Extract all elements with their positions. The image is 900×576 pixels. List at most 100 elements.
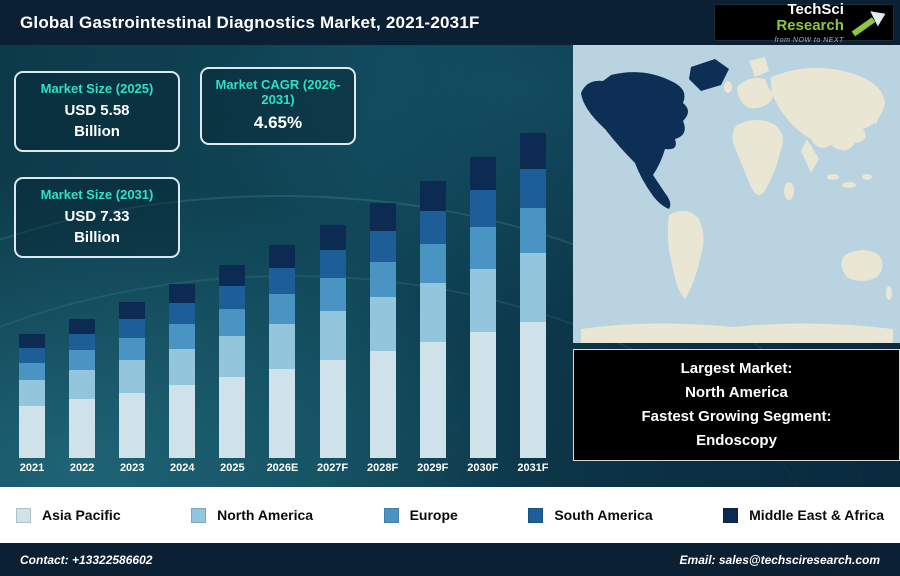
bar-segment-asia-pacific — [469, 331, 496, 458]
bar-column-2022: 2022 — [60, 318, 104, 477]
legend-label: Asia Pacific — [42, 507, 121, 523]
logo-text: TechSci Research from NOW to NEXT — [725, 2, 844, 44]
bar-stack — [269, 245, 296, 458]
info-line: North America — [685, 384, 788, 401]
bar-segment-north-america — [419, 283, 446, 342]
legend-swatch — [16, 507, 31, 523]
legend-item-south-america: South America — [528, 507, 653, 523]
stat-card-value: 4.65% — [253, 113, 303, 132]
bar-segment-asia-pacific — [19, 406, 45, 458]
chart-legend: Asia Pacific North America Europe South Ame… — [0, 487, 900, 543]
bar-segment-europe — [19, 362, 45, 381]
bar-segment-middle-east-africa — [219, 264, 246, 286]
bar-segment-middle-east-africa — [369, 202, 396, 231]
bar-stack — [169, 284, 196, 458]
bar-segment-south-america — [319, 250, 346, 279]
x-axis-label: 2021 — [19, 462, 45, 474]
stat-card-title: Market Size (2025) — [40, 81, 154, 96]
x-axis-label: 2022 — [69, 462, 95, 474]
legend-label: North America — [217, 507, 314, 523]
bar-segment-south-america — [519, 168, 546, 208]
bar-segment-middle-east-africa — [519, 133, 546, 169]
bar-segment-north-america — [469, 268, 496, 332]
logo-arrow-icon — [851, 10, 886, 36]
stat-card-unit: Billion — [74, 229, 120, 246]
stat-card-cagr: Market CAGR (2026-2031) 4.65% — [200, 67, 356, 145]
bar-stack — [419, 180, 446, 458]
x-axis-label: 2025 — [220, 462, 245, 474]
bar-stack — [119, 302, 146, 458]
stat-card-value: USD 7.33 — [64, 208, 130, 225]
map-south-america — [667, 210, 704, 299]
map-asia — [770, 67, 885, 151]
stat-card-unit: Billion — [74, 123, 120, 140]
bar-segment-south-america — [169, 303, 196, 325]
bar-segment-asia-pacific — [119, 392, 146, 458]
bar-segment-north-america — [269, 323, 296, 369]
bar-column-2024: 2024 — [160, 284, 204, 477]
bar-column-2023: 2023 — [110, 302, 154, 477]
bar-segment-middle-east-africa — [469, 157, 496, 191]
bar-segment-europe — [169, 324, 196, 349]
map-europe — [737, 78, 773, 109]
bar-segment-middle-east-africa — [19, 334, 45, 348]
info-line: Largest Market: — [680, 360, 793, 377]
stat-card-title: Market CAGR (2026-2031) — [215, 77, 341, 107]
x-axis-label: 2024 — [170, 462, 195, 474]
bar-segment-north-america — [519, 253, 546, 322]
map-uk — [724, 81, 732, 93]
page-title: Global Gastrointestinal Diagnostics Mark… — [20, 12, 480, 32]
bar-segment-asia-pacific — [69, 399, 96, 458]
highlight-info-box: Largest Market: North America Fastest Gr… — [573, 349, 900, 461]
legend-swatch — [383, 507, 399, 523]
bar-column-2021: 2021 — [10, 334, 54, 477]
bar-segment-europe — [269, 293, 296, 324]
bar-segment-europe — [369, 261, 396, 298]
legend-swatch — [723, 507, 739, 523]
x-axis-label: 2031F — [517, 462, 549, 474]
x-axis-label: 2027F — [316, 462, 349, 474]
map-island — [862, 174, 872, 180]
bar-segment-north-america — [119, 359, 146, 393]
map-new-zealand — [886, 286, 892, 300]
bar-segment-asia-pacific — [369, 350, 396, 458]
bar-column-2030f: 2030F — [461, 157, 505, 477]
x-axis-label: 2030F — [467, 462, 499, 474]
x-axis-label: 2029F — [417, 462, 449, 474]
logo-tagline: from NOW to NEXT — [774, 36, 844, 44]
bar-segment-south-america — [269, 268, 296, 294]
bar-segment-south-america — [419, 211, 446, 245]
bar-stack — [19, 334, 45, 458]
x-axis-label: 2026E — [266, 462, 299, 474]
bar-segment-europe — [119, 337, 146, 360]
main-area: Market Size (2025) USD 5.58 Billion Mark… — [0, 45, 900, 487]
bar-segment-asia-pacific — [319, 359, 346, 458]
map-greenland — [689, 59, 729, 91]
bar-segment-europe — [469, 226, 496, 269]
bar-column-2031f: 2031F — [511, 133, 555, 477]
bar-stack — [469, 157, 496, 458]
bar-column-2028f: 2028F — [361, 202, 405, 477]
bar-segment-middle-east-africa — [419, 180, 446, 212]
bar-stack — [519, 133, 546, 458]
bar-segment-middle-east-africa — [169, 284, 196, 304]
map-japan — [872, 106, 878, 124]
legend-label: Europe — [409, 507, 458, 523]
bar-segment-middle-east-africa — [69, 318, 96, 334]
map-africa — [732, 120, 783, 195]
bar-column-2025: 2025 — [210, 264, 254, 477]
logo-brand-accent: Research — [776, 16, 844, 34]
world-map-svg — [573, 45, 900, 343]
bar-segment-north-america — [219, 336, 246, 377]
bar-segment-europe — [519, 207, 546, 254]
bar-segment-north-america — [19, 380, 45, 407]
footer-bar: Contact: +13322586602 Email: sales@techs… — [0, 543, 900, 576]
bar-segment-asia-pacific — [169, 385, 196, 458]
bar-segment-middle-east-africa — [119, 302, 146, 320]
legend-item-north-america: North America — [191, 507, 313, 523]
map-island — [827, 174, 839, 180]
stacked-bar-chart: 2021 2022 2023 2024 2025 2026E 2027F 2028F 2029F… — [10, 107, 555, 477]
bar-segment-europe — [419, 244, 446, 284]
chart-pane: Market Size (2025) USD 5.58 Billion Mark… — [0, 45, 573, 487]
stat-card-market-size-2031: Market Size (2031) USD 7.33 Billion — [14, 177, 180, 258]
